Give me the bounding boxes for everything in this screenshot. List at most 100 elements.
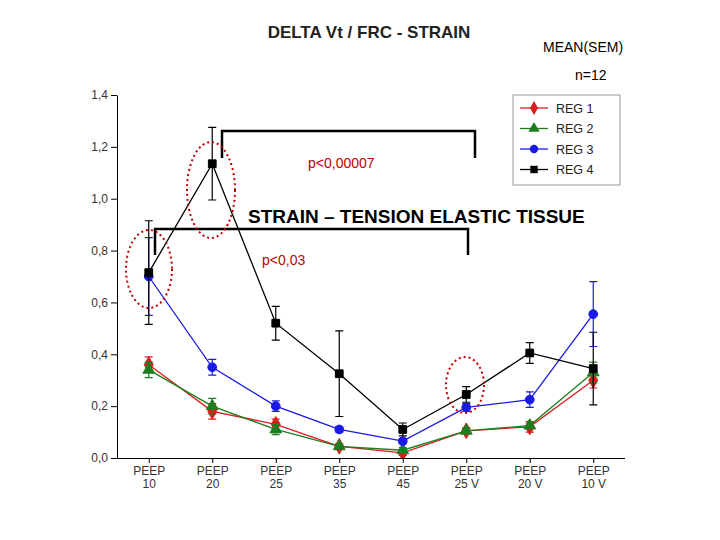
error-bar [272, 401, 280, 411]
marker [460, 424, 472, 434]
x-tick: PEEP25 [260, 458, 292, 491]
marker [399, 426, 407, 434]
marker [589, 310, 598, 319]
marker [462, 391, 470, 399]
y-tick-label: 0,8 [91, 244, 108, 258]
error-bar [589, 332, 597, 405]
x-tick: PEEP25 V [451, 458, 483, 491]
x-tick-mark [149, 458, 150, 463]
marker [145, 269, 153, 277]
error-bar [335, 331, 343, 417]
x-tick: PEEP10 [133, 458, 165, 491]
bracket [155, 229, 468, 255]
decorations [126, 131, 484, 413]
annotation: MEAN(SEM) [543, 39, 623, 55]
y-tick-label: 0,4 [91, 348, 108, 362]
x-tick-label: PEEP20 [197, 464, 229, 492]
annotation: n=12 [575, 67, 607, 83]
series-line [149, 365, 594, 453]
legend-box [513, 95, 620, 185]
x-axis: PEEP10PEEP20PEEP25PEEP35PEEP45PEEP25 VPE… [117, 458, 625, 491]
series [144, 238, 597, 446]
marker [271, 402, 280, 411]
error-bar [462, 387, 470, 403]
x-tick-mark [530, 458, 531, 463]
marker [208, 363, 217, 372]
annotation: p<0,00007 [308, 155, 375, 171]
marker [526, 349, 534, 357]
x-tick: PEEP10 V [578, 458, 610, 491]
y-tick-label: 1,4 [91, 88, 108, 102]
y-tick-label: 0,0 [91, 451, 108, 465]
y-axis-line [117, 96, 118, 459]
legend-item: REG 3 [520, 143, 594, 157]
x-tick-label: PEEP45 [387, 464, 419, 492]
y-tick-mark [111, 354, 117, 355]
error-bar [208, 359, 216, 375]
error-bar [399, 423, 407, 436]
marker [524, 419, 536, 429]
x-tick-mark [466, 458, 467, 463]
marker [333, 440, 345, 450]
highlight-ellipse [187, 142, 235, 238]
y-tick: 1,2 [91, 140, 117, 154]
series-line [149, 164, 594, 430]
error-bar [526, 343, 534, 364]
series [144, 357, 597, 458]
y-tick-mark [111, 95, 117, 96]
legend-marker [530, 166, 537, 173]
legend-label: REG 1 [556, 102, 594, 116]
y-tick: 1,4 [91, 88, 117, 102]
x-tick-mark [212, 458, 213, 463]
error-bar [145, 221, 153, 325]
legend-label: REG 2 [556, 122, 594, 136]
legend-marker [530, 101, 538, 115]
x-tick-label: PEEP10 [133, 464, 165, 492]
error-bar [462, 404, 470, 412]
error-bar [208, 127, 216, 200]
legend-item: REG 2 [520, 122, 594, 136]
y-tick-mark [111, 147, 117, 148]
error-bar [526, 392, 534, 408]
marker [206, 399, 218, 409]
marker [589, 365, 597, 373]
x-axis-line [117, 458, 625, 459]
marker [462, 403, 471, 412]
legend-marker [528, 122, 539, 132]
series [143, 362, 599, 454]
legend-marker [530, 145, 538, 153]
annotation: STRAIN – TENSION ELASTIC TISSUE [248, 206, 585, 227]
series-line [149, 370, 594, 450]
x-tick-label: PEEP25 [260, 464, 292, 492]
chart: DELTA Vt / FRC - STRAIN0,00,20,40,60,81,… [0, 0, 720, 540]
legend-item: REG 4 [520, 163, 594, 177]
y-tick-label: 0,2 [91, 399, 108, 413]
x-tick-label: PEEP20 V [514, 464, 546, 492]
x-tick-label: PEEP25 V [451, 464, 483, 492]
legend-label: REG 3 [556, 143, 594, 157]
marker [143, 363, 155, 373]
y-tick-label: 1,2 [91, 140, 108, 154]
x-tick-mark [339, 458, 340, 463]
x-tick-mark [403, 458, 404, 463]
marker [525, 395, 534, 404]
series-line [149, 277, 594, 442]
legend: REG 1 REG 2 REG 3 REG 4 [513, 95, 620, 185]
y-tick: 0,2 [91, 399, 117, 413]
y-tick-mark [111, 199, 117, 200]
x-tick-mark [276, 458, 277, 463]
annotation: p<0,03 [262, 252, 305, 268]
marker [270, 423, 282, 433]
error-bar [272, 306, 280, 340]
y-tick: 0,8 [91, 244, 117, 258]
y-tick-mark [111, 406, 117, 407]
y-tick-mark [111, 302, 117, 303]
y-tick-label: 0,6 [91, 296, 108, 310]
y-tick: 0,4 [91, 348, 117, 362]
y-tick-mark [111, 251, 117, 252]
marker [335, 370, 343, 378]
y-tick: 0,6 [91, 296, 117, 310]
highlight-ellipse [446, 357, 484, 413]
x-tick: PEEP20 V [514, 458, 546, 491]
y-tick-mark [111, 458, 117, 459]
